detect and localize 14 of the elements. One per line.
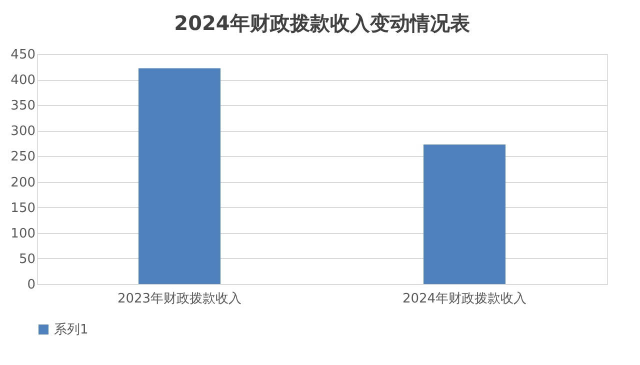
x-tick-label: 2024年财政拨款收入 [402, 292, 527, 306]
y-tick-label: 350 [10, 98, 36, 114]
chart-title: 2024年财政拨款收入变动情况表 [174, 11, 470, 35]
y-tick-label: 250 [10, 150, 36, 165]
y-tick-label: 0 [27, 278, 36, 292]
y-tick-label: 150 [10, 200, 36, 216]
y-tick-label: 50 [18, 252, 36, 267]
y-tick-label: 450 [10, 48, 36, 62]
y-tick-label: 300 [10, 124, 36, 140]
y-tick-label: 100 [10, 226, 36, 242]
legend-label: 系列1 [54, 322, 88, 338]
y-tick-label: 200 [10, 175, 36, 190]
y-tick-label: 400 [10, 73, 36, 88]
x-tick-label: 2023年财政拨款收入 [117, 292, 242, 306]
